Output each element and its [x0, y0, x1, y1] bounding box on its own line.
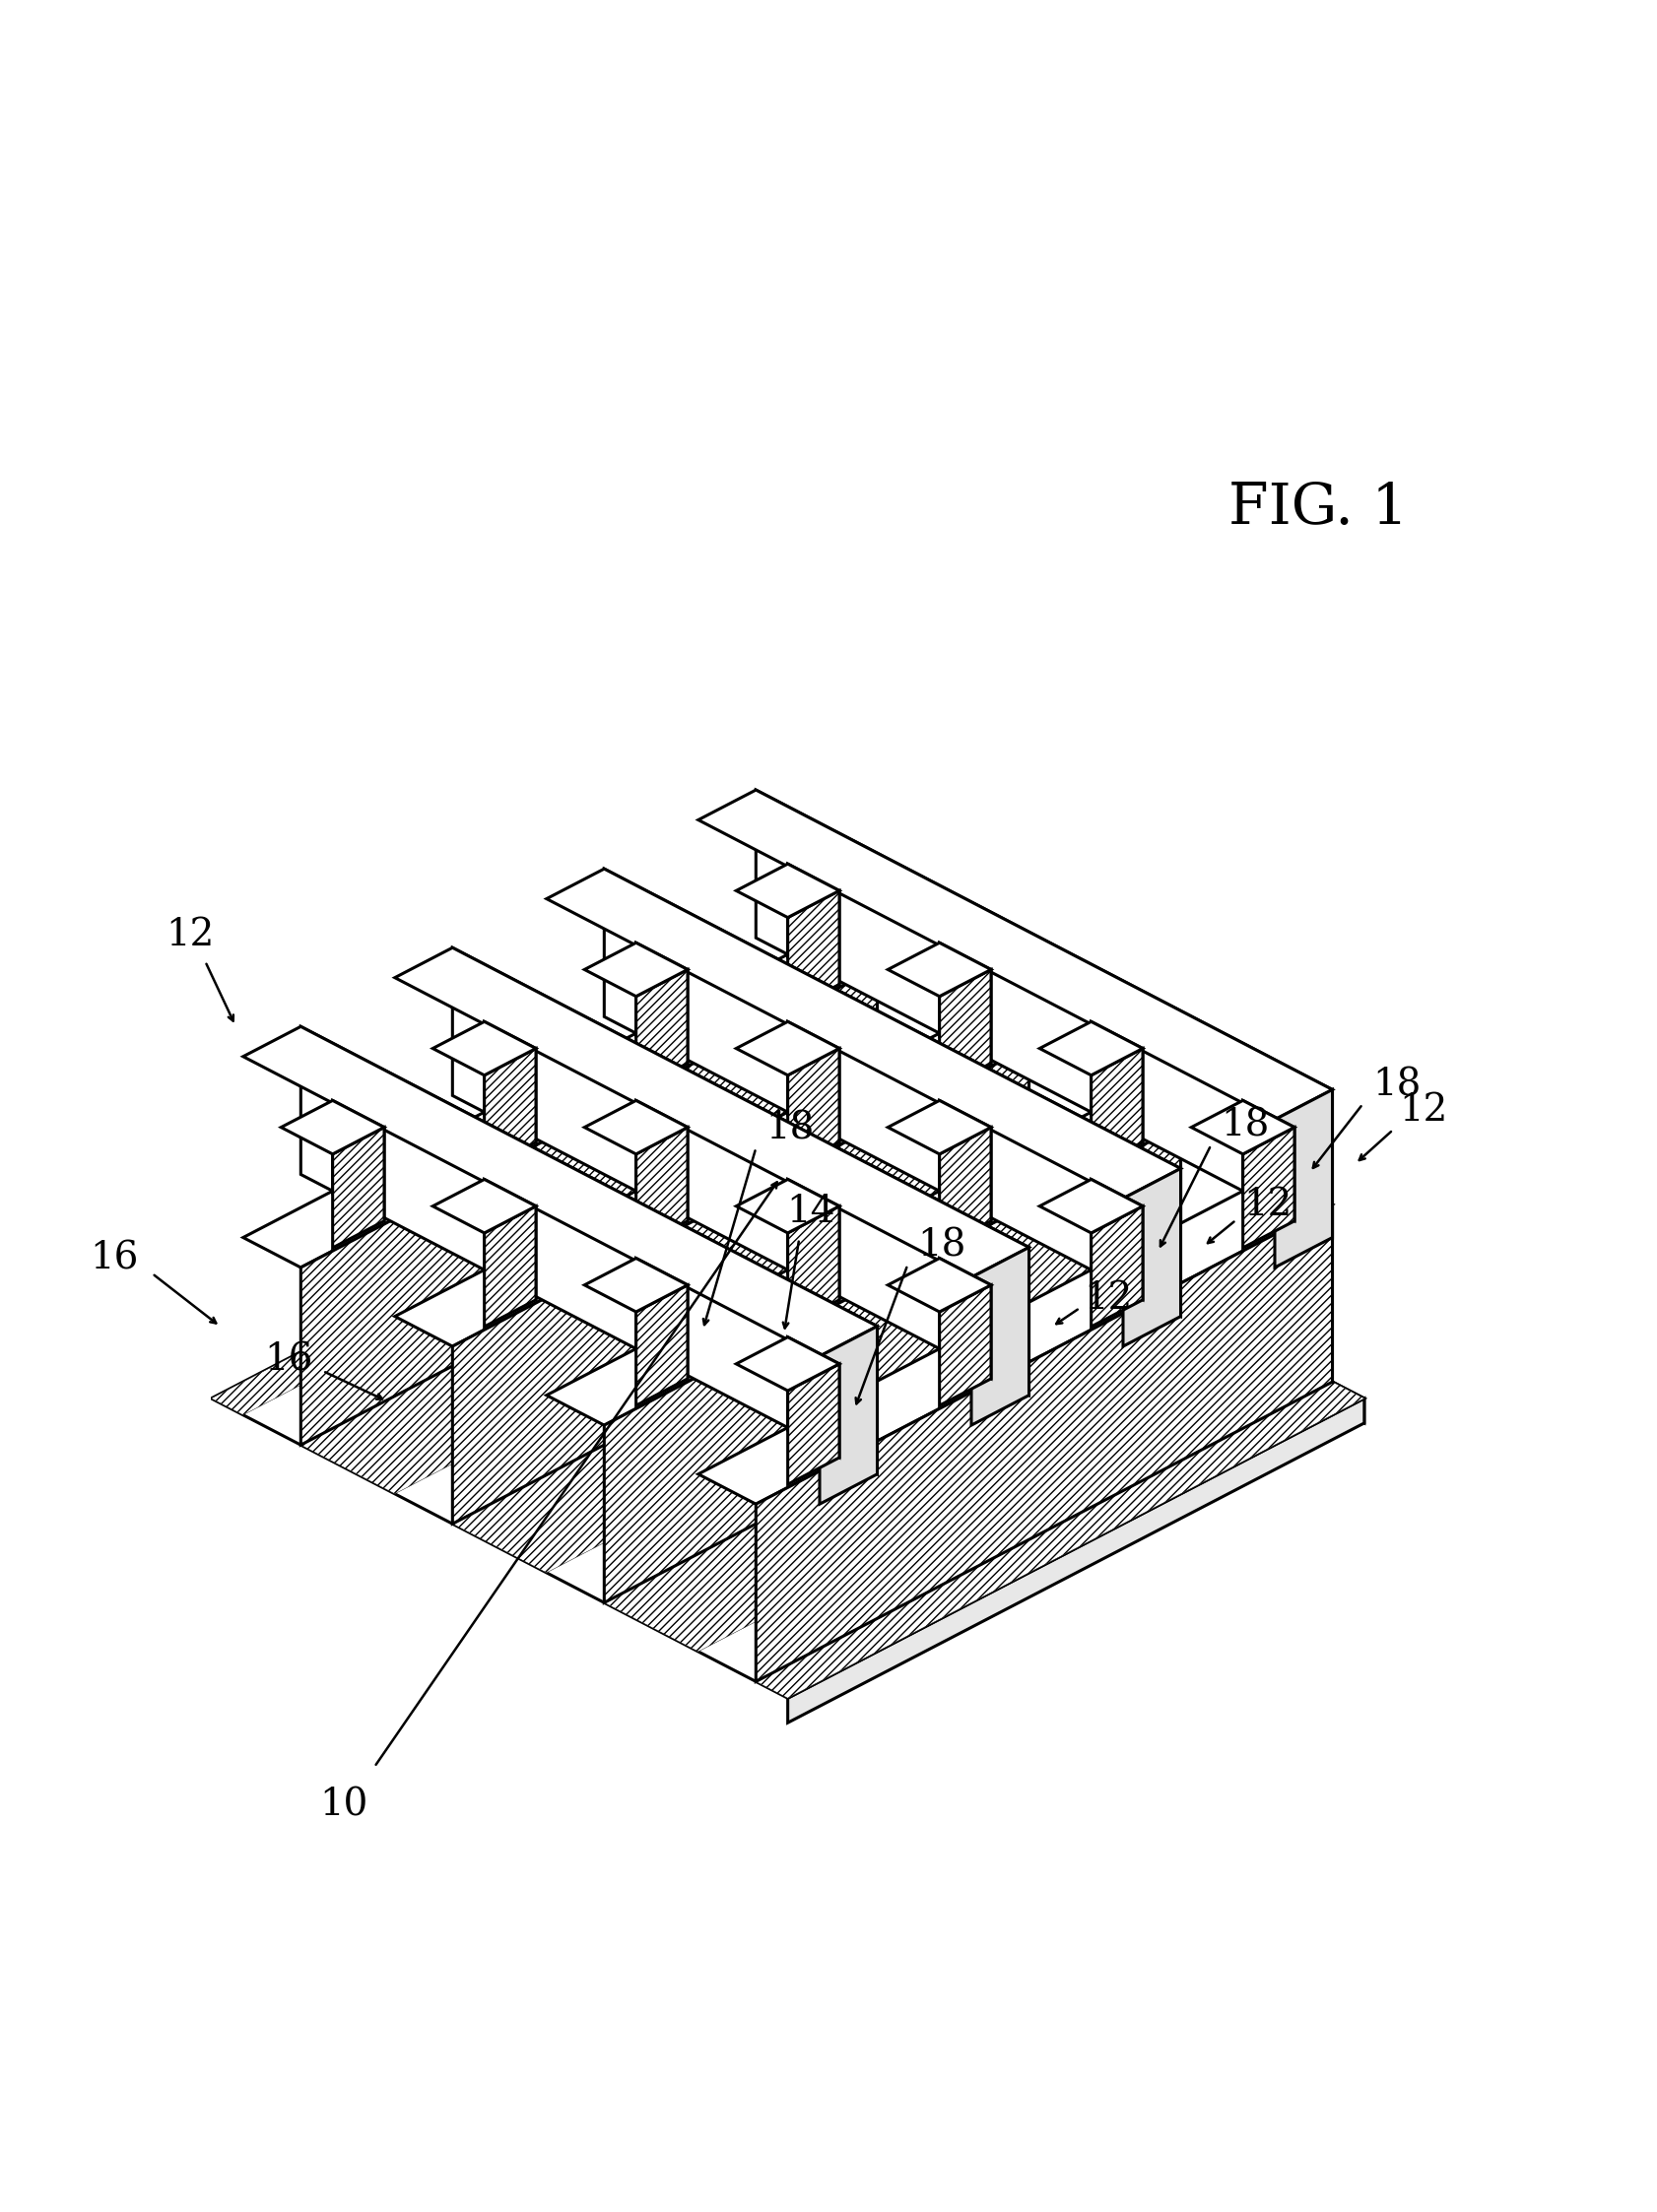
Polygon shape [940, 1259, 991, 1378]
Polygon shape [636, 1102, 688, 1221]
Text: 16: 16 [89, 1241, 139, 1276]
Polygon shape [333, 1128, 384, 1248]
Text: 12: 12 [1244, 1186, 1292, 1223]
Polygon shape [1092, 1179, 1143, 1301]
Polygon shape [698, 1175, 1332, 1504]
Polygon shape [756, 1382, 1364, 1699]
Polygon shape [1123, 1168, 1181, 1347]
Polygon shape [971, 1248, 1029, 1425]
Polygon shape [787, 891, 840, 1011]
Polygon shape [940, 1102, 991, 1221]
Polygon shape [787, 1048, 840, 1168]
Polygon shape [756, 1203, 1332, 1681]
Polygon shape [244, 1026, 877, 1356]
Polygon shape [484, 1048, 535, 1168]
Polygon shape [432, 1022, 535, 1075]
Polygon shape [756, 790, 1332, 1237]
Text: 10: 10 [320, 1787, 368, 1823]
Polygon shape [452, 1046, 1029, 1524]
Polygon shape [787, 1365, 840, 1484]
Polygon shape [698, 790, 1332, 1119]
Polygon shape [787, 865, 840, 984]
Polygon shape [787, 1099, 1364, 1422]
Polygon shape [736, 1336, 840, 1391]
Polygon shape [212, 1099, 1364, 1699]
Polygon shape [1243, 1128, 1294, 1248]
Polygon shape [636, 1128, 688, 1248]
Polygon shape [1243, 1102, 1294, 1221]
Polygon shape [940, 969, 991, 1091]
Polygon shape [605, 869, 1181, 1316]
Polygon shape [636, 942, 688, 1064]
Polygon shape [820, 938, 877, 1146]
Polygon shape [940, 942, 991, 1064]
Polygon shape [1092, 1022, 1143, 1141]
Polygon shape [1039, 1022, 1143, 1075]
Polygon shape [394, 1018, 1029, 1347]
Text: 14: 14 [785, 1194, 835, 1230]
Polygon shape [394, 947, 1029, 1276]
Polygon shape [736, 1022, 840, 1075]
Polygon shape [484, 1179, 535, 1301]
Polygon shape [1039, 1179, 1143, 1232]
Polygon shape [484, 1022, 535, 1141]
Text: 12: 12 [1399, 1093, 1448, 1128]
Polygon shape [787, 1336, 840, 1458]
Polygon shape [484, 1206, 535, 1327]
Polygon shape [1191, 1102, 1294, 1155]
Polygon shape [585, 1102, 688, 1155]
Polygon shape [1274, 1175, 1332, 1382]
Polygon shape [1092, 1206, 1143, 1327]
Polygon shape [1092, 1048, 1143, 1168]
Text: 18: 18 [1221, 1108, 1269, 1144]
Polygon shape [244, 938, 877, 1267]
Polygon shape [636, 969, 688, 1091]
Text: 12: 12 [1084, 1281, 1133, 1316]
Text: 16: 16 [265, 1340, 313, 1378]
Polygon shape [787, 1179, 840, 1301]
Polygon shape [636, 1285, 688, 1405]
Polygon shape [605, 1303, 1274, 1652]
Text: 18: 18 [766, 1110, 814, 1148]
Polygon shape [605, 1126, 1181, 1604]
Text: 18: 18 [1372, 1066, 1422, 1104]
Polygon shape [432, 1179, 535, 1232]
Polygon shape [787, 1398, 1364, 1723]
Polygon shape [888, 942, 991, 995]
Polygon shape [787, 1022, 840, 1141]
Text: 12: 12 [166, 916, 214, 953]
Text: FIG. 1: FIG. 1 [1229, 480, 1408, 535]
Polygon shape [585, 1259, 688, 1312]
Polygon shape [736, 1179, 840, 1232]
Polygon shape [787, 1206, 840, 1327]
Polygon shape [547, 1095, 1181, 1425]
Polygon shape [302, 969, 877, 1444]
Polygon shape [585, 942, 688, 995]
Text: 18: 18 [918, 1228, 966, 1263]
Polygon shape [940, 1285, 991, 1405]
Polygon shape [333, 1102, 384, 1221]
Polygon shape [452, 1223, 1123, 1573]
Polygon shape [452, 947, 1029, 1396]
Polygon shape [940, 1128, 991, 1248]
Polygon shape [547, 869, 1181, 1199]
Polygon shape [820, 1327, 877, 1504]
Polygon shape [888, 1259, 991, 1312]
Polygon shape [636, 1259, 688, 1378]
Polygon shape [736, 865, 840, 918]
Polygon shape [302, 1026, 877, 1473]
Polygon shape [302, 1146, 971, 1493]
Polygon shape [212, 1099, 820, 1416]
Polygon shape [1123, 1095, 1181, 1303]
Polygon shape [282, 1102, 384, 1155]
Polygon shape [888, 1102, 991, 1155]
Polygon shape [971, 1018, 1029, 1223]
Polygon shape [1274, 1091, 1332, 1267]
